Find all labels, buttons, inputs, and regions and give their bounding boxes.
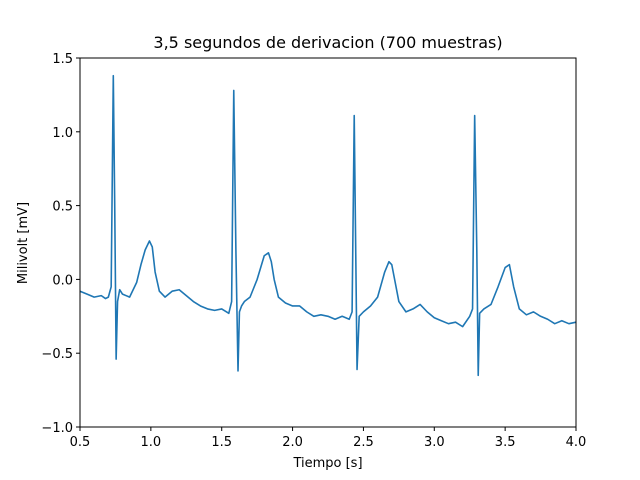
axes-frame	[79, 57, 577, 428]
x-tick-label: 2.5	[353, 435, 374, 450]
x-tick-label: 4.0	[566, 435, 587, 450]
plot-area	[79, 57, 577, 428]
x-tick-label: 0.5	[70, 435, 91, 450]
y-tick-label: 0.0	[52, 273, 73, 288]
y-tick-label: 1.5	[52, 52, 73, 67]
y-tick-label: 0.5	[52, 200, 73, 215]
chart-title: 3,5 segundos de derivacion (700 muestras…	[153, 33, 502, 52]
x-tick-label: 3.0	[424, 435, 445, 450]
series-line	[79, 74, 577, 377]
y-axis: −1.0 −0.5 0.0 0.5 1.0 1.5	[41, 52, 80, 436]
x-axis-label: Tiempo [s]	[292, 456, 362, 471]
x-tick-label: 1.5	[211, 435, 232, 450]
y-tick-label: 1.0	[52, 126, 73, 141]
y-axis-label: Milivolt [mV]	[16, 202, 31, 284]
x-tick-label: 3.5	[495, 435, 516, 450]
x-tick-label: 2.0	[282, 435, 303, 450]
y-tick-label: −0.5	[41, 347, 73, 362]
x-axis: 0.5 1.0 1.5 2.0 2.5 3.0 3.5 4.0	[70, 427, 587, 450]
y-tick-label: −1.0	[41, 421, 73, 436]
x-tick-label: 1.0	[141, 435, 162, 450]
